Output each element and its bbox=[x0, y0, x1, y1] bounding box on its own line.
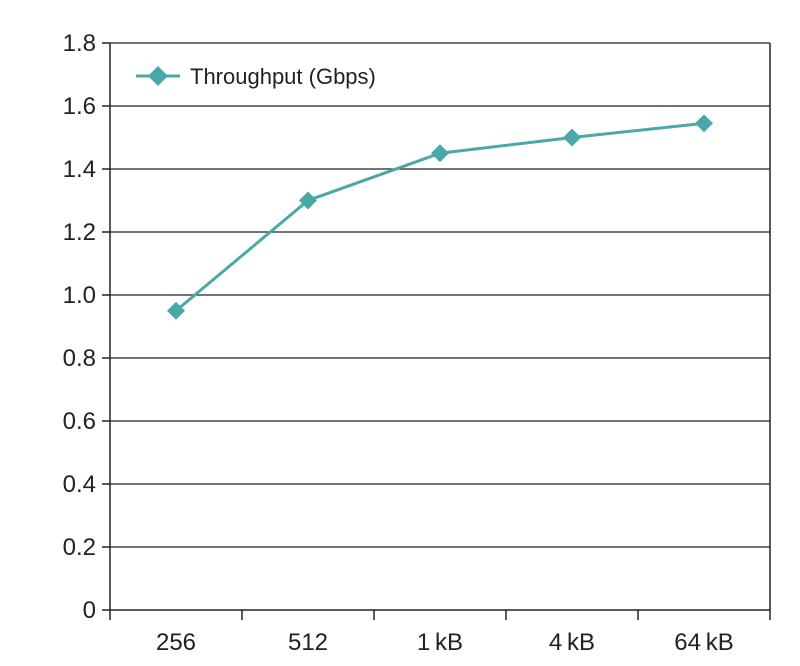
data-point bbox=[563, 128, 581, 147]
x-tick-label: 64 kB bbox=[674, 629, 734, 656]
gridlines bbox=[110, 42, 770, 548]
legend-label: Throughput (Gbps) bbox=[190, 64, 376, 89]
y-tick-label: 1.4 bbox=[63, 156, 96, 183]
x-tick-label: 512 bbox=[288, 629, 328, 656]
legend: Throughput (Gbps) bbox=[136, 64, 376, 89]
x-tick-label: 256 bbox=[156, 629, 196, 656]
y-tick-label: 0 bbox=[83, 597, 96, 624]
x-tick-label: 1 kB bbox=[417, 629, 463, 656]
data-point bbox=[167, 301, 185, 320]
axes bbox=[109, 43, 771, 611]
data-point bbox=[695, 114, 713, 133]
data-point bbox=[431, 144, 449, 163]
y-tick-label: 0.6 bbox=[63, 408, 96, 435]
y-tick-label: 1.2 bbox=[63, 219, 96, 246]
y-tick-label: 1.6 bbox=[63, 93, 96, 120]
y-tick-label: 1.8 bbox=[63, 30, 96, 57]
y-tick-label: 0.8 bbox=[63, 345, 96, 372]
legend-marker-diamond-icon bbox=[148, 66, 168, 86]
data-point bbox=[299, 191, 317, 210]
y-tick-label: 0.4 bbox=[63, 471, 96, 498]
y-axis-ticks: 0 0.2 0.4 0.6 0.8 1.0 1.2 1.4 1.6 1.8 bbox=[63, 30, 110, 624]
y-tick-label: 0.2 bbox=[63, 534, 96, 561]
x-axis-ticks: 256 512 1 kB 4 kB 64 kB bbox=[109, 610, 771, 656]
series-throughput bbox=[167, 114, 713, 320]
x-tick-label: 4 kB bbox=[549, 629, 595, 656]
y-tick-label: 1.0 bbox=[63, 282, 96, 309]
